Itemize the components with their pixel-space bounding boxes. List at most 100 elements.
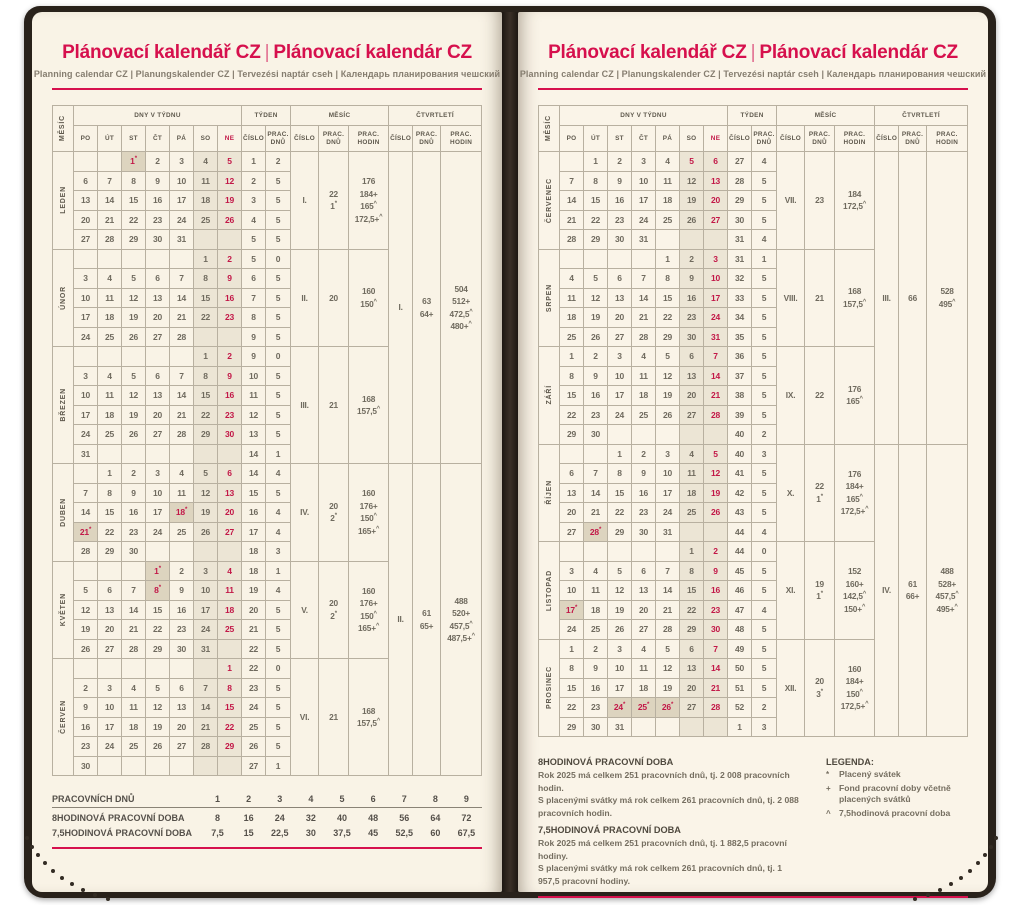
day-cell: 7 xyxy=(631,268,656,289)
day-cell: 31 xyxy=(73,443,98,464)
workdays-value: 67,5 xyxy=(457,828,476,838)
stitch-dot xyxy=(106,897,110,901)
day-cell: 6 xyxy=(679,638,704,659)
week-workdays: 5 xyxy=(265,170,292,191)
day-cell: 29 xyxy=(583,229,608,250)
day-cell: 7 xyxy=(169,365,194,386)
week-number: 23 xyxy=(241,677,267,698)
day-cell: 27 xyxy=(169,736,194,757)
day-cell: 21 xyxy=(97,209,122,230)
header-mesic: MĚSÍC xyxy=(776,105,876,126)
day-cell: 13 xyxy=(679,658,704,679)
day-cell: 29 xyxy=(216,736,243,757)
month-number: IV. xyxy=(290,463,320,562)
day-cell: 18 xyxy=(193,190,218,211)
week-number: 7 xyxy=(241,287,267,308)
workdays-value: 16 xyxy=(243,813,254,823)
day-cell: 19 xyxy=(702,482,729,503)
day-cell xyxy=(73,151,98,172)
header-rule xyxy=(52,88,482,90)
day-cell: 30 xyxy=(583,716,608,737)
day-cell: 12 xyxy=(121,287,146,308)
quarter-workdays: 63 64+ xyxy=(412,151,442,464)
week-number: 28 xyxy=(727,170,753,191)
day-cell: 20 xyxy=(145,404,170,425)
day-cell: 1 xyxy=(193,248,218,269)
day-cell: 30 xyxy=(583,424,608,445)
day-cell: 16 xyxy=(216,385,243,406)
day-cell: 20 xyxy=(559,502,584,523)
day-cell: 29 xyxy=(679,619,704,640)
week-number: 18 xyxy=(241,541,267,562)
day-cell: 6 xyxy=(607,268,632,289)
header-mesic-vertical: MĚSÍC xyxy=(538,105,560,152)
month-workdays: 21 xyxy=(318,346,350,464)
day-cell: 27 xyxy=(702,209,729,230)
day-cell: 5 xyxy=(583,268,608,289)
day-cell: 21 xyxy=(702,677,729,698)
quarter-workhours: 504 512+ 472,5^ 480+^ xyxy=(440,151,483,464)
workdays-value: 40 xyxy=(336,813,347,823)
day-cell xyxy=(169,443,194,464)
day-cell: 8 xyxy=(193,365,218,386)
week-workdays: 5 xyxy=(265,287,292,308)
day-cell xyxy=(145,248,170,269)
day-cell: 11 xyxy=(121,697,146,718)
stitch-dot xyxy=(989,845,993,849)
week-number: 14 xyxy=(241,443,267,464)
day-cell xyxy=(97,560,122,581)
workdays-col: 5 xyxy=(339,794,345,804)
day-cell: 23 xyxy=(121,521,146,542)
day-cell: 12 xyxy=(73,599,98,620)
stitch-dot xyxy=(983,853,987,857)
month-name-ČERVEN: ČERVEN xyxy=(52,658,74,776)
day-cell: 8 xyxy=(583,170,608,191)
day-cell: 25 xyxy=(169,521,194,542)
day-cell: 31 xyxy=(655,521,680,542)
day-cell: 19 xyxy=(607,599,632,620)
week-number: 16 xyxy=(241,502,267,523)
day-cell: 9 xyxy=(169,580,194,601)
day-cell: 2 xyxy=(702,541,729,562)
day-cell: 18 xyxy=(631,385,656,406)
title-sk: Plánovací kalendár CZ xyxy=(273,42,472,63)
day-cell xyxy=(655,229,680,250)
day-cell: 20 xyxy=(73,209,98,230)
day-cell xyxy=(607,541,632,562)
month-workdays: 21 xyxy=(804,248,836,347)
workdays-value: 30 xyxy=(305,828,316,838)
week-workdays: 0 xyxy=(751,541,778,562)
day-cell: 11 xyxy=(97,287,122,308)
day-cell: 29 xyxy=(559,424,584,445)
day-cell xyxy=(73,560,98,581)
day-cell: 4 xyxy=(631,638,656,659)
day-cell: 18 xyxy=(631,677,656,698)
day-cell: 25* xyxy=(631,697,656,718)
day-cell: 25 xyxy=(193,209,218,230)
workdays-header-row: PRACOVNÍCH DNŮ 1 2 3 4 5 6 7 8 9 xyxy=(52,794,482,808)
day-cell: 26 xyxy=(679,209,704,230)
day-cell: 8 xyxy=(559,365,584,386)
day-cell: 16 xyxy=(631,482,656,503)
day-cell xyxy=(583,541,608,562)
month-workdays: 23 xyxy=(804,151,836,250)
week-workdays: 2 xyxy=(751,424,778,445)
day-cell: 9 xyxy=(121,482,146,503)
day-cell: 31 xyxy=(169,229,194,250)
day-cell: 12 xyxy=(193,482,218,503)
day-cell: 17 xyxy=(607,385,632,406)
day-cell: 14 xyxy=(702,365,729,386)
week-workdays: 4 xyxy=(751,521,778,542)
day-cell: 7 xyxy=(121,580,146,601)
day-cell: 5 xyxy=(679,151,704,172)
week-workdays: 1 xyxy=(265,443,292,464)
week-workdays: 5 xyxy=(265,599,292,620)
day-cell xyxy=(655,716,680,737)
day-cell: 3 xyxy=(702,248,729,269)
day-cell xyxy=(631,248,656,269)
week-number: 27 xyxy=(727,151,753,172)
day-cell: 30 xyxy=(121,541,146,562)
week-number: 10 xyxy=(241,365,267,386)
week-number: 42 xyxy=(727,482,753,503)
day-cell: 26 xyxy=(121,424,146,445)
